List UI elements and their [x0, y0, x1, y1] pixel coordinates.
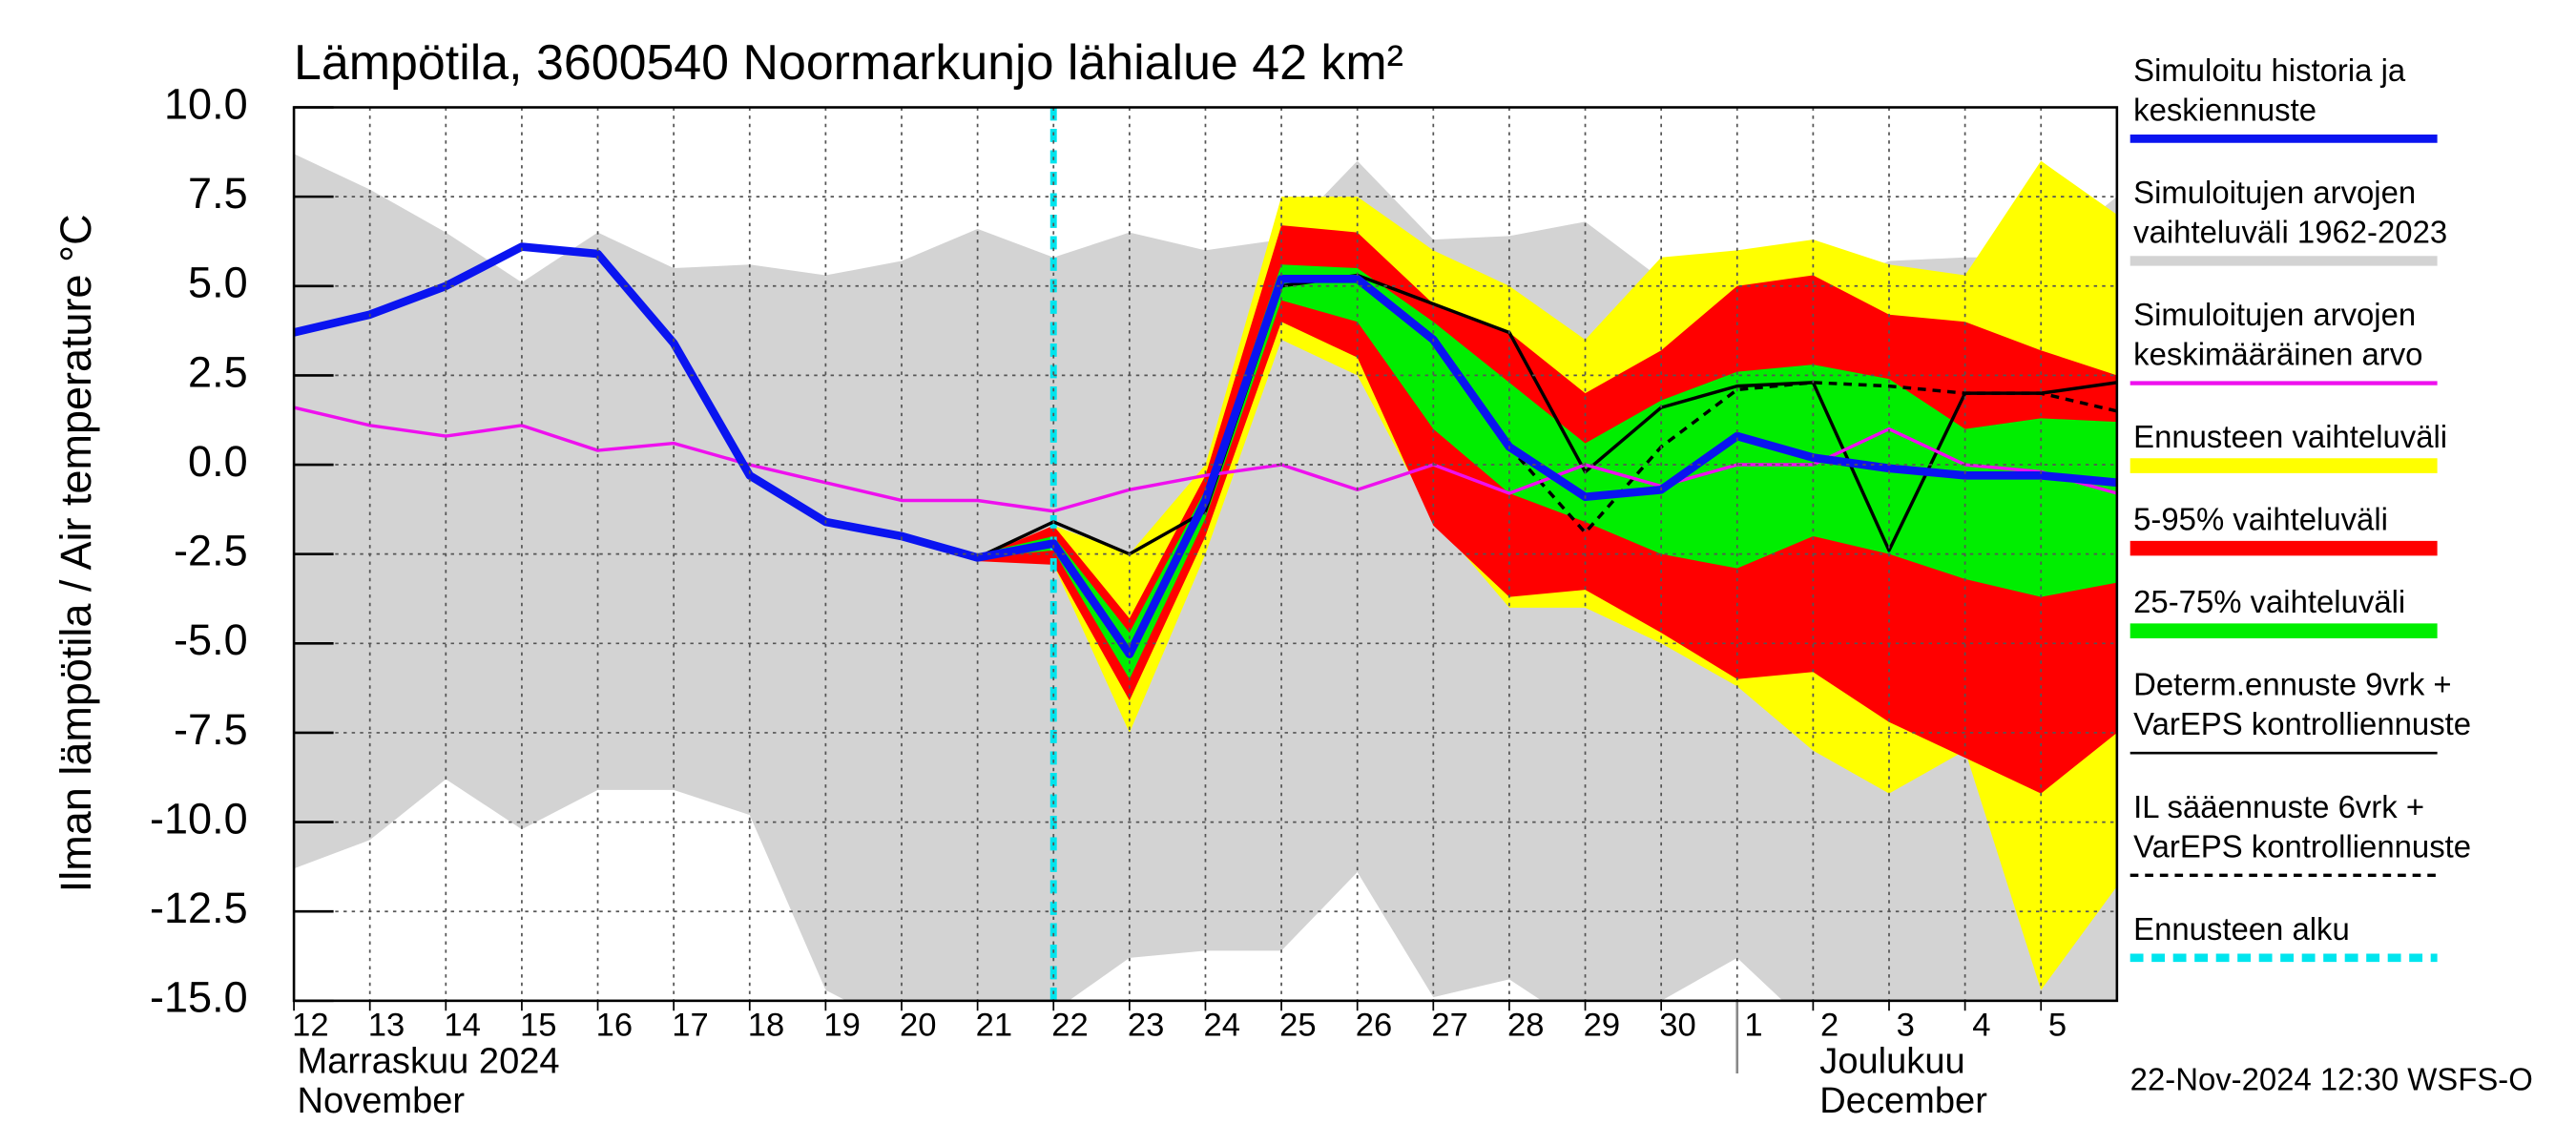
y-tick-label: -5.0: [174, 615, 248, 664]
x-tick-label: 21: [976, 1008, 1012, 1044]
x-tick-label: 28: [1507, 1008, 1545, 1044]
x-tick-label: 23: [1128, 1008, 1165, 1044]
month-label: Joulukuu: [1819, 1042, 1964, 1082]
y-tick-label: 5.0: [188, 259, 248, 307]
x-tick-label: 26: [1356, 1008, 1393, 1044]
y-tick-label: -10.0: [150, 794, 248, 843]
y-axis-label: Ilman lämpötila / Air temperature °C: [52, 214, 100, 892]
x-tick-label: 13: [368, 1008, 405, 1044]
x-tick-label: 5: [2048, 1008, 2067, 1044]
y-tick-label: 7.5: [188, 169, 248, 218]
y-tick-label: 2.5: [188, 347, 248, 396]
x-tick-label: 1: [1744, 1008, 1762, 1044]
series-line: [294, 242, 2117, 658]
y-tick-label: -12.5: [150, 884, 248, 932]
plot-area: [294, 107, 2117, 1001]
x-tick-label: 20: [900, 1008, 937, 1044]
legend-label: keskimääräinen arvo: [2133, 337, 2422, 372]
month-label: December: [1819, 1081, 1987, 1121]
x-tick-label: 29: [1584, 1008, 1621, 1044]
x-tick-label: 19: [823, 1008, 861, 1044]
x-tick-label: 24: [1204, 1008, 1241, 1044]
x-tick-label: 3: [1897, 1008, 1915, 1044]
x-tick-label: 4: [1972, 1008, 1990, 1044]
y-tick-label: -7.5: [174, 705, 248, 754]
x-tick-label: 14: [444, 1008, 481, 1044]
y-tick-label: 0.0: [188, 437, 248, 486]
legend-label: Simuloitujen arvojen: [2133, 175, 2416, 210]
legend-label: Ennusteen alku: [2133, 911, 2350, 947]
x-tick-label: 22: [1051, 1008, 1089, 1044]
x-tick-label: 12: [292, 1008, 329, 1044]
y-tick-label: 10.0: [164, 79, 248, 128]
legend-label: Simuloitujen arvojen: [2133, 297, 2416, 332]
chart-title: Lämpötila, 3600540 Noormarkunjo lähialue…: [294, 35, 1403, 91]
legend-label: 5-95% vaihteluväli: [2133, 502, 2388, 537]
x-tick-label: 16: [596, 1008, 634, 1044]
legend-label: vaihteluväli 1962-2023: [2133, 214, 2447, 249]
plot-frame: [292, 106, 2119, 1003]
month-label: November: [298, 1081, 466, 1121]
x-tick-label: 18: [748, 1008, 785, 1044]
legend-label: IL sääennuste 6vrk +: [2133, 789, 2424, 824]
x-tick-label: 30: [1659, 1008, 1696, 1044]
legend-label: Determ.ennuste 9vrk +: [2133, 667, 2451, 702]
footer: 22-Nov-2024 12:30 WSFS-O: [2130, 1061, 2533, 1096]
legend-label: VarEPS kontrolliennuste: [2133, 706, 2471, 741]
y-tick-label: -2.5: [174, 527, 248, 575]
x-tick-label: 2: [1820, 1008, 1839, 1044]
y-tick-label: -15.0: [150, 973, 248, 1022]
x-tick-label: 17: [672, 1008, 709, 1044]
legend-label: 25-75% vaihteluväli: [2133, 584, 2405, 619]
series-line: [1507, 381, 2117, 534]
legend-label: keskiennuste: [2133, 92, 2316, 127]
legend-label: Ennusteen vaihteluväli: [2133, 419, 2447, 454]
x-tick-label: 15: [520, 1008, 557, 1044]
legend-label: VarEPS kontrolliennuste: [2133, 828, 2471, 864]
x-tick-label: 27: [1431, 1008, 1468, 1044]
month-label: Marraskuu 2024: [298, 1042, 560, 1082]
x-tick-label: 25: [1279, 1008, 1317, 1044]
range-band: [977, 225, 2117, 794]
legend-label: Simuloitu historia ja: [2133, 52, 2406, 88]
